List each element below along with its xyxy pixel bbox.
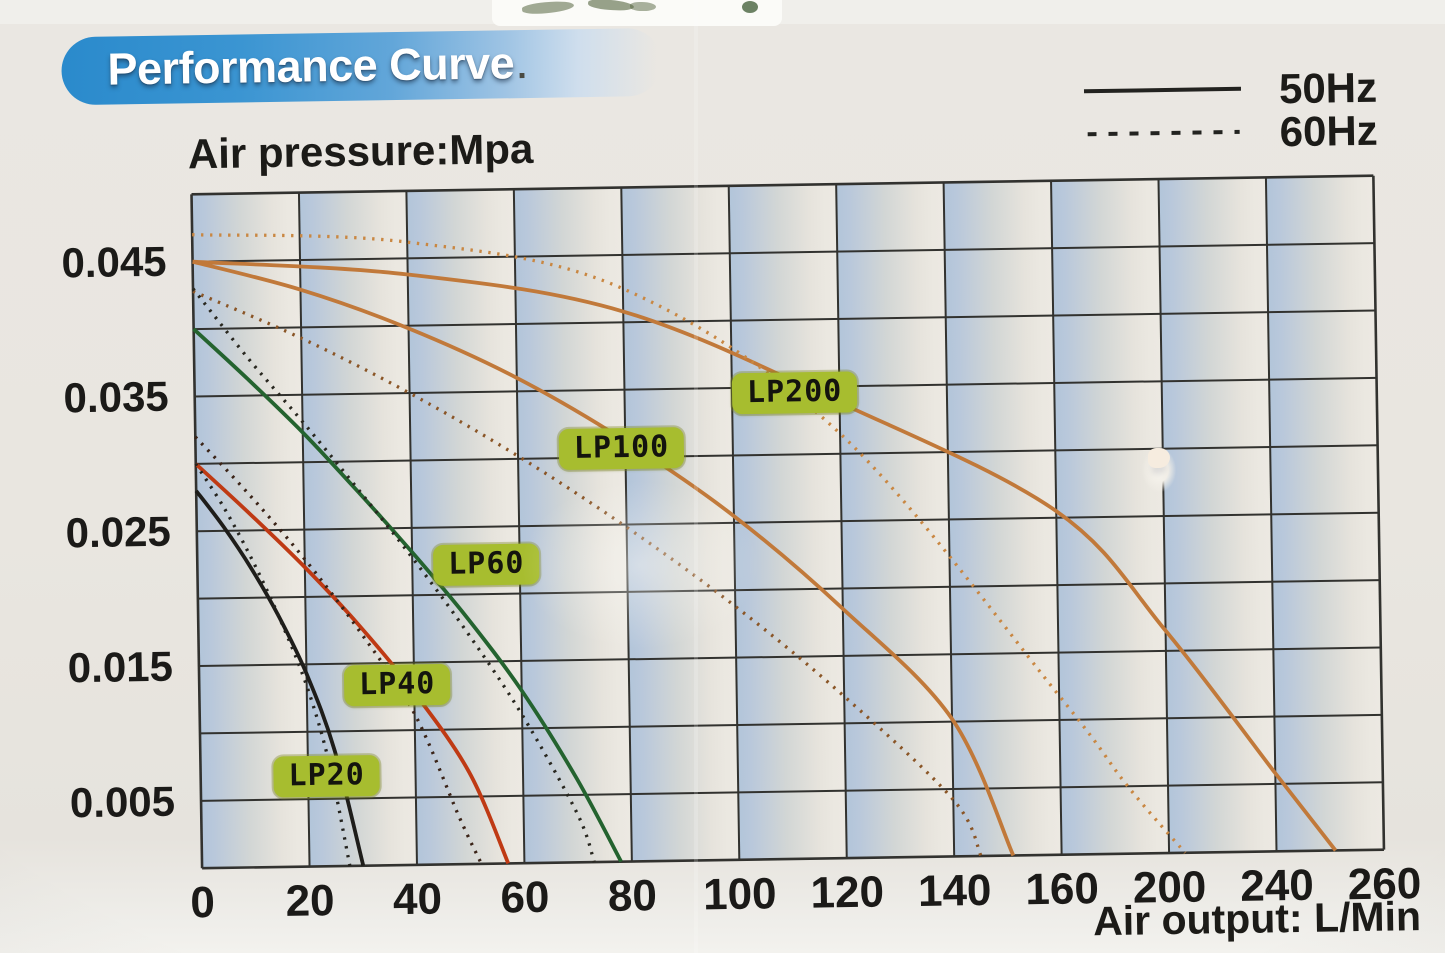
cutoff-print-mark	[742, 1, 758, 13]
legend-dotted-line-sample	[1087, 129, 1240, 137]
curve-LP60-50Hz	[192, 327, 623, 863]
x-tick-label-100: 100	[702, 869, 777, 920]
y-tick-label-0.045: 0.045	[61, 238, 167, 287]
y-tick-label-0.015: 0.015	[67, 642, 174, 692]
legend-label-60hz: 60Hz	[1279, 106, 1379, 156]
legend-label-50hz: 50Hz	[1278, 63, 1378, 113]
gridline-horizontal	[196, 511, 1379, 533]
curve-label-LP100: LP100	[558, 427, 685, 471]
gridline-horizontal	[198, 646, 1381, 668]
gridline-horizontal	[197, 579, 1380, 600]
gridline-horizontal	[191, 174, 1374, 196]
gridline-horizontal	[195, 444, 1378, 465]
x-tick-label-80: 80	[607, 871, 658, 921]
curve-label-LP40: LP40	[343, 663, 451, 707]
x-axis-title: Air output: L/Min	[1092, 893, 1422, 945]
x-tick-label-140: 140	[917, 865, 992, 916]
curve-LP200-50Hz	[192, 259, 1338, 852]
page-title: Performance Curve	[107, 37, 515, 95]
paper-crease	[694, 0, 698, 953]
gridline-horizontal	[193, 309, 1376, 331]
plot-area: LP200 LP100 LP60 LP40 LP20	[190, 174, 1386, 870]
curve-LP40-60Hz	[194, 435, 483, 865]
curve-label-LP200: LP200	[731, 371, 858, 415]
gridline-vertical	[190, 194, 204, 869]
cutoff-print-mark	[630, 2, 656, 11]
x-tick-label-160: 160	[1025, 864, 1100, 915]
y-tick-label-0.035: 0.035	[63, 372, 170, 422]
gridline-horizontal	[202, 848, 1384, 870]
title-period: .	[516, 48, 527, 87]
y-tick-label-0.025: 0.025	[65, 507, 172, 557]
gridline-horizontal	[192, 242, 1375, 263]
paper-scratch-core	[1148, 448, 1170, 468]
gridline-horizontal	[201, 781, 1383, 802]
paper-smudge	[520, 480, 760, 650]
performance-curves-svg	[190, 174, 1386, 870]
x-tick-label-120: 120	[810, 867, 885, 918]
y-axis-title: Air pressure:Mpa	[187, 124, 534, 178]
title-badge: Performance Curve.	[61, 27, 663, 106]
x-tick-label-40: 40	[392, 874, 443, 925]
y-tick-label-0.005: 0.005	[69, 777, 176, 826]
gridline-horizontal	[199, 713, 1382, 735]
x-tick-label-60: 60	[500, 872, 550, 923]
x-tick-label-0: 0	[190, 878, 216, 928]
curve-LP40-50Hz	[194, 462, 511, 865]
curve-label-LP20: LP20	[273, 754, 381, 798]
x-tick-label-20: 20	[285, 876, 335, 926]
legend-solid-line-sample	[1083, 86, 1242, 94]
